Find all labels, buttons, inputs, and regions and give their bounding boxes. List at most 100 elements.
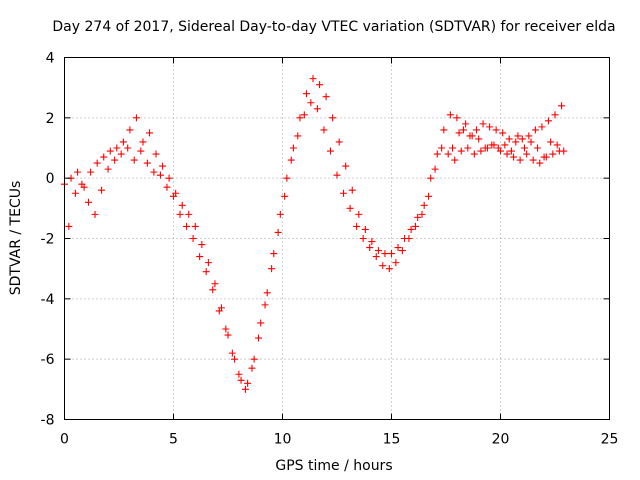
data-point <box>523 150 531 158</box>
data-point <box>531 126 539 134</box>
data-point <box>455 129 463 137</box>
data-point <box>359 235 367 242</box>
data-point <box>494 144 502 152</box>
data-point <box>78 180 86 188</box>
data-point <box>309 75 317 83</box>
data-point <box>235 370 243 378</box>
x-tick-label: 20 <box>492 432 510 448</box>
data-point <box>159 162 167 170</box>
x-tick-label: 15 <box>383 432 401 448</box>
data-point <box>202 268 210 276</box>
data-point <box>185 210 193 218</box>
data-point <box>459 126 467 134</box>
data-point <box>388 250 395 258</box>
data-point <box>499 129 507 137</box>
data-point <box>505 135 513 143</box>
data-point <box>209 286 217 294</box>
data-point <box>146 129 154 137</box>
data-point <box>93 159 101 167</box>
y-tick-label: -8 <box>41 413 55 429</box>
data-point <box>348 186 356 194</box>
data-point <box>374 247 382 255</box>
data-point <box>98 186 106 194</box>
data-point <box>178 201 186 209</box>
data-point <box>176 210 184 218</box>
data-point <box>501 141 509 149</box>
data-point <box>527 138 535 146</box>
data-point <box>124 144 132 152</box>
y-tick-labels: -8 -6 -4 -2 0 2 4 <box>41 51 55 429</box>
data-point <box>520 144 528 152</box>
data-point <box>74 168 82 176</box>
data-point <box>113 144 121 152</box>
data-point <box>163 183 171 191</box>
data-point <box>473 126 481 134</box>
data-point <box>139 138 147 146</box>
data-point <box>425 192 433 200</box>
data-point <box>405 235 413 242</box>
data-point <box>165 174 173 182</box>
data-point <box>270 250 278 258</box>
data-point <box>183 222 191 230</box>
data-point <box>558 102 566 110</box>
data-point <box>224 331 232 339</box>
data-point <box>449 144 457 152</box>
data-point <box>198 241 206 249</box>
x-tick-labels: 0 5 10 15 20 25 <box>60 432 618 448</box>
data-point <box>462 120 470 128</box>
data-point <box>137 147 145 155</box>
data-point <box>263 289 271 297</box>
data-point <box>446 111 454 119</box>
data-point <box>320 126 328 134</box>
x-tick-label: 25 <box>601 432 619 448</box>
data-point <box>296 114 304 122</box>
data-point <box>529 156 537 164</box>
data-point <box>372 253 380 261</box>
data-point <box>329 114 337 122</box>
grid-lines <box>64 57 610 420</box>
data-point <box>346 204 354 212</box>
data-point <box>547 138 555 146</box>
data-point <box>244 379 252 387</box>
chart-title: Day 274 of 2017, Sidereal Day-to-day VTE… <box>52 19 615 35</box>
data-point <box>514 132 522 140</box>
data-point <box>333 171 341 179</box>
data-point <box>117 150 125 158</box>
data-point <box>250 355 258 363</box>
data-point <box>322 93 330 101</box>
data-point <box>150 168 158 176</box>
x-axis-label: GPS time / hours <box>275 458 392 474</box>
data-point <box>289 144 297 152</box>
data-point <box>538 123 546 131</box>
data-point <box>475 135 483 143</box>
data-point <box>91 210 99 218</box>
data-point <box>453 114 461 122</box>
data-point <box>457 147 465 155</box>
data-point <box>104 165 112 173</box>
data-point <box>512 138 520 146</box>
data-point <box>553 141 561 149</box>
data-point <box>342 162 350 170</box>
data-point <box>507 147 515 155</box>
series-secondary <box>65 99 563 393</box>
data-point <box>111 156 119 164</box>
data-point <box>381 250 389 258</box>
data-point <box>464 144 472 152</box>
data-point <box>326 147 334 155</box>
data-point <box>551 111 559 119</box>
data-point <box>518 135 526 143</box>
data-point <box>335 138 343 146</box>
data-point <box>340 189 348 197</box>
data-point <box>481 144 489 152</box>
data-point <box>204 259 212 267</box>
data-point <box>65 222 73 230</box>
data-point <box>241 385 249 393</box>
data-point <box>451 156 459 164</box>
data-point <box>100 153 108 161</box>
data-point <box>431 165 439 173</box>
data-point <box>355 210 363 218</box>
data-point <box>156 171 164 179</box>
data-point <box>248 364 256 372</box>
data-point <box>368 238 376 246</box>
